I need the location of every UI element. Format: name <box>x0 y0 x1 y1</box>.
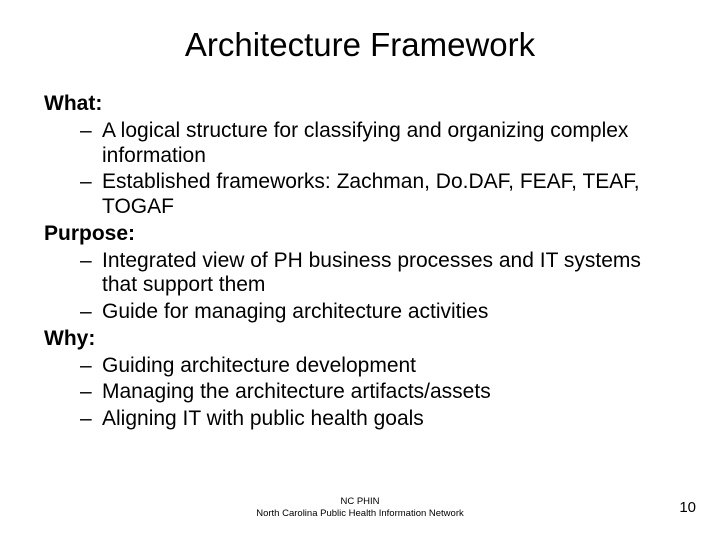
dash-icon: – <box>80 119 102 169</box>
list-item-text: Guiding architecture development <box>102 354 676 379</box>
dash-icon: – <box>80 170 102 220</box>
footer-line1: NC PHIN <box>0 496 720 508</box>
section-heading: Purpose: <box>44 222 676 247</box>
dash-icon: – <box>80 249 102 299</box>
list-item: – A logical structure for classifying an… <box>44 119 676 169</box>
list-item: – Managing the architecture artifacts/as… <box>44 380 676 405</box>
page-number: 10 <box>679 499 696 516</box>
list-item: – Guide for managing architecture activi… <box>44 300 676 325</box>
list-item-text: A logical structure for classifying and … <box>102 119 676 169</box>
section-heading: Why: <box>44 327 676 352</box>
dash-icon: – <box>80 300 102 325</box>
list-item-text: Integrated view of PH business processes… <box>102 249 676 299</box>
list-item-text: Aligning IT with public health goals <box>102 407 676 432</box>
slide-body: What: – A logical structure for classify… <box>44 92 676 434</box>
list-item: – Established frameworks: Zachman, Do.DA… <box>44 170 676 220</box>
dash-icon: – <box>80 407 102 432</box>
slide-title: Architecture Framework <box>0 26 720 64</box>
list-item-text: Established frameworks: Zachman, Do.DAF,… <box>102 170 676 220</box>
section-heading: What: <box>44 92 676 117</box>
list-item-text: Guide for managing architecture activiti… <box>102 300 676 325</box>
list-item-text: Managing the architecture artifacts/asse… <box>102 380 676 405</box>
list-item: – Integrated view of PH business process… <box>44 249 676 299</box>
footer-line2: North Carolina Public Health Information… <box>0 508 720 520</box>
slide-footer: NC PHIN North Carolina Public Health Inf… <box>0 496 720 520</box>
dash-icon: – <box>80 354 102 379</box>
list-item: – Aligning IT with public health goals <box>44 407 676 432</box>
list-item: – Guiding architecture development <box>44 354 676 379</box>
slide: Architecture Framework What: – A logical… <box>0 0 720 540</box>
dash-icon: – <box>80 380 102 405</box>
